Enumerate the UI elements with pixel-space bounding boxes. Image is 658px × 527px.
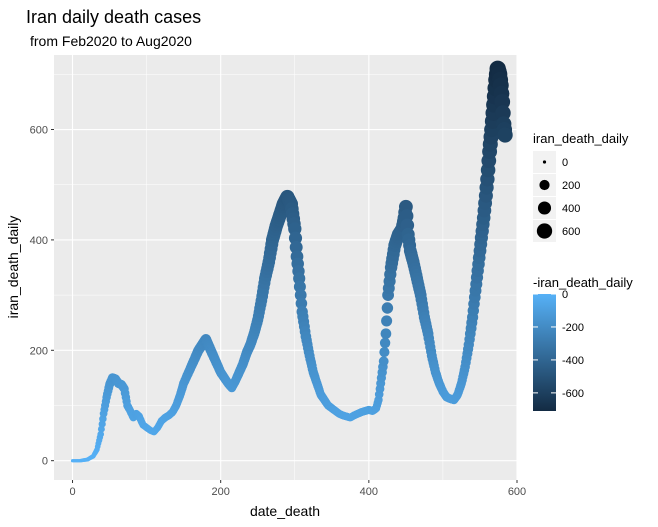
- data-points: [70, 60, 513, 463]
- data-point: [289, 240, 303, 254]
- data-point: [494, 93, 511, 110]
- y-tick-label: 0: [42, 456, 48, 468]
- size-legend-label: 400: [562, 203, 580, 215]
- plot-panel: [54, 55, 517, 480]
- x-axis-label: date_death: [250, 503, 320, 519]
- grid: [54, 55, 518, 480]
- color-legend-label: -600: [562, 388, 584, 400]
- color-legend-label: -400: [562, 355, 584, 367]
- data-point: [378, 356, 389, 367]
- data-point: [497, 127, 513, 143]
- data-point: [294, 289, 307, 301]
- y-axis: 0 200 400 600: [30, 125, 54, 468]
- color-legend-label: 0: [562, 289, 568, 301]
- data-point: [381, 302, 394, 314]
- size-legend-label: 600: [562, 226, 580, 238]
- y-tick-label: 400: [30, 235, 48, 247]
- data-point: [295, 297, 308, 310]
- color-bar: [533, 294, 556, 411]
- x-axis: 0 200 400 600: [69, 480, 526, 498]
- x-tick-label: 400: [360, 486, 378, 498]
- data-point: [379, 347, 390, 358]
- x-tick-label: 0: [69, 486, 75, 498]
- size-legend-dot: [536, 223, 553, 239]
- chart-subtitle: from Feb2020 to Aug2020: [30, 33, 192, 49]
- color-legend-title: -iran_death_daily: [533, 275, 633, 290]
- data-point: [379, 337, 391, 349]
- x-tick-label: 600: [508, 486, 526, 498]
- color-legend: 0 -200 -400 -600: [533, 289, 584, 400]
- data-point: [381, 315, 393, 327]
- y-tick-label: 600: [30, 125, 48, 137]
- size-legend-title: iran_death_daily: [533, 131, 629, 146]
- size-legend-dot: [539, 179, 550, 191]
- y-axis-label: iran_death_daily: [5, 216, 21, 319]
- size-legend-label: 200: [562, 180, 580, 192]
- color-legend-label: -200: [562, 322, 584, 334]
- y-tick-label: 200: [30, 345, 48, 357]
- size-legend-dot: [542, 160, 547, 164]
- x-tick-label: 200: [212, 486, 230, 498]
- data-point: [380, 328, 392, 340]
- data-point: [97, 430, 105, 438]
- chart-title: Iran daily death cases: [26, 7, 201, 27]
- size-legend-dot: [537, 201, 552, 215]
- size-legend-label: 0: [562, 157, 568, 169]
- data-point: [495, 105, 511, 121]
- size-legend: 0 200 400 600: [533, 151, 580, 242]
